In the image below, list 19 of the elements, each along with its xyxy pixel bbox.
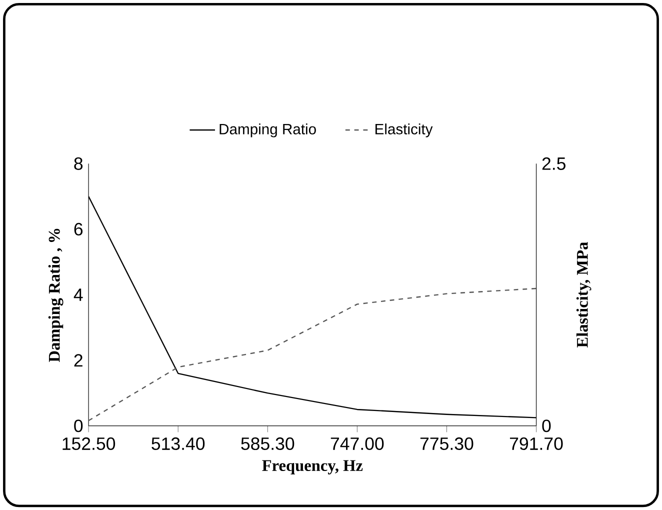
legend-label: Elasticity bbox=[375, 123, 433, 138]
x-tick-label: 585.30 bbox=[241, 437, 294, 450]
x-tick-label: 791.70 bbox=[510, 437, 563, 450]
x-tick-label: 747.00 bbox=[330, 437, 384, 450]
line-series bbox=[88, 288, 536, 422]
x-tick-label: 152.50 bbox=[62, 437, 116, 450]
y-tick-label: 4 bbox=[74, 288, 83, 301]
x-axis-title: Frequency, Hz bbox=[262, 460, 363, 474]
y-tick-label: 0 bbox=[74, 419, 83, 432]
y-axis-title: Damping Ratio , % bbox=[48, 228, 64, 362]
y2-tick-label: 2.5 bbox=[542, 157, 566, 170]
x-tick-label: 513.40 bbox=[152, 437, 205, 450]
x-tick-label: 775.30 bbox=[420, 437, 474, 450]
y2-axis-title: Elasticity, MPa bbox=[576, 242, 592, 348]
y-tick-label: 6 bbox=[74, 222, 83, 236]
y-tick-label: 8 bbox=[74, 157, 83, 170]
y-tick-label: 2 bbox=[74, 354, 82, 366]
legend-label: Damping Ratio bbox=[220, 123, 316, 138]
y2-tick-label: 0 bbox=[542, 419, 551, 432]
